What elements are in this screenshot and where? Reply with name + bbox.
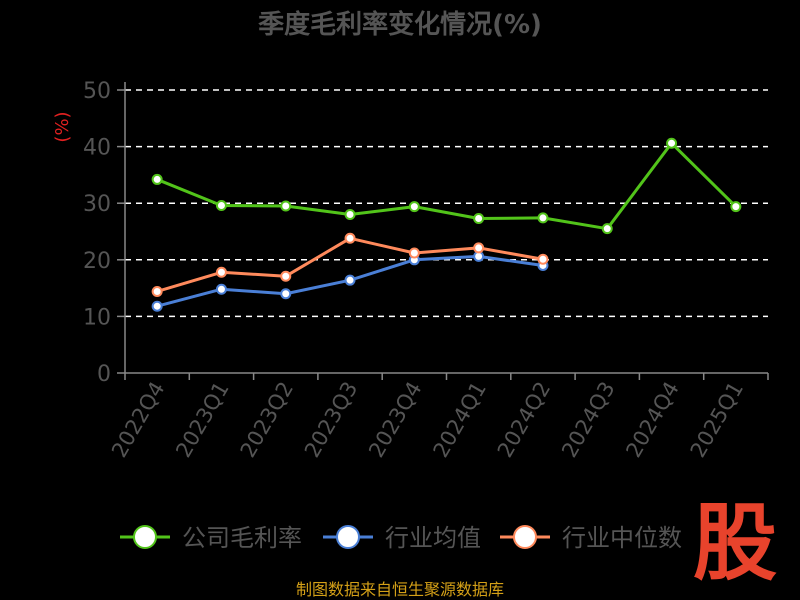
data-point — [473, 212, 485, 224]
y-tick-label: 20 — [83, 249, 111, 274]
x-tick-label: 2025Q1 — [686, 378, 748, 462]
series-segment — [284, 236, 352, 278]
x-tick-label: 2023Q1 — [171, 378, 233, 462]
legend: 公司毛利率 行业均值 行业中位数 — [120, 524, 682, 552]
data-point — [151, 285, 163, 297]
x-tick-label: 2024Q4 — [621, 378, 683, 462]
data-point — [280, 270, 292, 282]
y-tick-label: 0 — [97, 362, 111, 387]
legend-marker — [513, 525, 537, 549]
series-segment — [412, 254, 481, 262]
legend-marker — [133, 525, 157, 549]
data-point — [215, 266, 227, 278]
y-tick-label: 10 — [83, 305, 111, 330]
series-segment — [477, 216, 545, 220]
series-segment — [412, 205, 481, 220]
legend-label: 行业中位数 — [562, 524, 682, 552]
logo-mark: 股 — [693, 494, 777, 592]
x-tick-label: 2024Q1 — [429, 378, 491, 462]
series-segment — [284, 204, 352, 217]
x-tick-label: 2024Q2 — [493, 378, 555, 462]
x-tick-label: 2023Q2 — [236, 378, 298, 462]
series-segment — [348, 258, 416, 282]
data-point — [151, 173, 163, 185]
source-text: 制图数据来自恒生聚源数据库 — [296, 580, 504, 599]
data-point — [473, 242, 485, 254]
series-segment — [477, 246, 545, 261]
x-tick-label: 2024Q3 — [557, 378, 619, 462]
data-point — [151, 300, 163, 312]
series-segment — [219, 203, 288, 208]
axes: 0 10 20 30 40 50 2022Q4 2023Q1 2023Q2 2023Q3 2023Q… — [83, 79, 769, 462]
data-point — [408, 201, 420, 213]
data-point — [344, 232, 356, 244]
legend-marker — [336, 525, 360, 549]
legend-item-2: 行业中位数 — [500, 524, 682, 552]
legend-label: 行业均值 — [385, 524, 481, 552]
series-segment — [477, 254, 545, 267]
data-point — [280, 200, 292, 212]
series-segment — [155, 287, 223, 308]
y-axis-label: (%) — [52, 111, 73, 142]
series-segment — [670, 141, 738, 209]
series-lines — [151, 137, 742, 312]
legend-label: 公司毛利率 — [182, 524, 302, 552]
series-segment — [219, 270, 288, 278]
y-tick-label: 30 — [83, 192, 111, 217]
data-point — [408, 247, 420, 259]
data-point — [344, 209, 356, 221]
series-2 — [151, 232, 549, 297]
series-segment — [348, 205, 416, 217]
series-1 — [151, 250, 549, 312]
data-point — [537, 253, 549, 265]
x-tick-label: 2023Q3 — [300, 378, 362, 462]
data-point — [601, 223, 613, 235]
series-segment — [284, 278, 352, 296]
data-point — [666, 137, 678, 149]
data-point — [344, 274, 356, 286]
data-point — [537, 212, 549, 224]
series-segment — [541, 216, 609, 231]
series-segment — [155, 177, 223, 207]
legend-item-1: 行业均值 — [323, 524, 481, 552]
data-point — [215, 199, 227, 211]
grid-lines — [125, 89, 768, 318]
series-0 — [151, 137, 742, 235]
data-point — [730, 201, 742, 213]
series-segment — [348, 236, 416, 255]
legend-item-0: 公司毛利率 — [120, 524, 302, 552]
series-segment — [155, 270, 223, 293]
chart-title: 季度毛利率变化情况(%) — [258, 9, 542, 40]
y-tick-label: 40 — [83, 136, 111, 161]
x-tick-label: 2023Q4 — [364, 378, 426, 462]
series-segment — [219, 287, 288, 296]
data-point — [280, 288, 292, 300]
x-tick-label: 2022Q4 — [107, 378, 169, 462]
series-segment — [605, 141, 674, 231]
data-point — [215, 283, 227, 295]
y-tick-label: 50 — [83, 79, 111, 104]
series-segment — [412, 246, 481, 255]
